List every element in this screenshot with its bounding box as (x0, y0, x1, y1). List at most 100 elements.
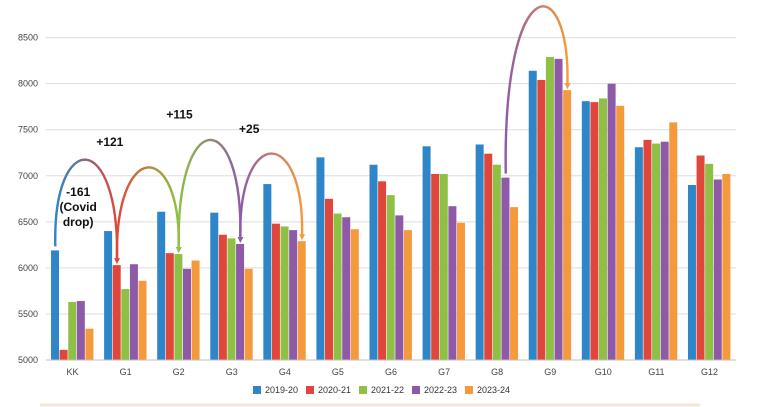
legend-label: 2019-20 (265, 385, 298, 395)
bar-2020-21-G6 (378, 181, 387, 360)
y-tick-label: 7500 (18, 125, 38, 135)
legend-label: 2020-21 (318, 385, 351, 395)
bar-2019-20-G2 (157, 211, 166, 360)
bar-2020-21-G2 (165, 253, 174, 360)
bar-2023-24-G10 (616, 105, 625, 360)
annotation-label: drop) (63, 215, 94, 229)
legend-label: 2021-22 (371, 385, 404, 395)
legend-swatch (359, 386, 367, 394)
bar-2021-22-KK (68, 301, 77, 360)
bar-2021-22-G4 (280, 226, 289, 360)
bar-2019-20-G4 (263, 184, 272, 360)
bar-2021-22-G7 (439, 173, 448, 360)
bar-2022-23-G11 (660, 141, 669, 360)
bar-2019-20-G7 (422, 146, 431, 360)
bar-2023-24-G9 (563, 90, 572, 360)
bar-2022-23-KK (76, 301, 85, 360)
annotation-arc (115, 166, 182, 262)
bar-2023-24-G1 (138, 280, 147, 360)
annotation-label: (Covid (60, 200, 97, 214)
bar-2023-24-G4 (297, 241, 306, 360)
y-tick-label: 6500 (18, 217, 38, 227)
y-axis: 5000 5500 6000 6500 7000 7500 8000 8500 (18, 33, 38, 365)
annotation-arc (177, 138, 244, 251)
bar-2019-20-G3 (210, 212, 219, 360)
bar-2020-21-G5 (325, 198, 334, 360)
legend-label: 2023-24 (477, 385, 510, 395)
bar-2021-22-G10 (599, 98, 608, 360)
legend-label: 2022-23 (424, 385, 457, 395)
bar-2022-23-G10 (607, 83, 616, 361)
x-tick-label: G5 (332, 367, 344, 377)
bar-2023-24-KK (85, 328, 94, 360)
bar-2020-21-G9 (537, 80, 546, 360)
legend-swatch (412, 386, 420, 394)
x-tick-label: G6 (385, 367, 397, 377)
y-tick-label: 7000 (18, 171, 38, 181)
bar-2019-20-G11 (634, 147, 643, 360)
x-tick-label: G3 (226, 367, 238, 377)
bar-2022-23-G1 (129, 264, 138, 360)
y-tick-label: 8500 (18, 33, 38, 43)
bar-2022-23-G3 (236, 243, 245, 360)
legend-swatch (465, 386, 473, 394)
bar-2019-20-G10 (581, 101, 590, 361)
x-tick-label: G9 (544, 367, 556, 377)
x-tick-label: G11 (648, 367, 664, 377)
bar-2022-23-G6 (395, 215, 404, 360)
bar-2021-22-G6 (386, 195, 395, 360)
bar-2023-24-G11 (669, 122, 678, 360)
bar-2020-21-G8 (484, 153, 493, 360)
bar-2020-21-G7 (431, 173, 440, 360)
bar-2021-22-G9 (545, 56, 554, 360)
x-tick-label: G7 (438, 367, 450, 377)
bar-2023-24-G7 (456, 222, 465, 360)
bar-2020-21-G1 (112, 265, 121, 360)
x-axis: KK G1 G2 G3 G4 G5 G6 G7 G8 G9 G10 G11 G12 (46, 359, 736, 377)
annotation-arc (239, 152, 306, 241)
y-tick-label: 6000 (18, 263, 38, 273)
legend-swatch (253, 386, 261, 394)
bar-2021-22-G3 (227, 238, 236, 360)
bar-2023-24-G8 (510, 207, 519, 360)
x-tick-label: G8 (491, 367, 503, 377)
y-tick-label: 5500 (18, 309, 38, 319)
bar-2021-22-G11 (652, 143, 661, 360)
x-tick-label: G10 (595, 367, 612, 377)
bar-2019-20-G8 (475, 144, 484, 360)
bar-2022-23-G2 (182, 268, 191, 360)
legend: 2019-20 2020-21 2021-22 2022-23 2023-24 (40, 385, 700, 407)
bar-2022-23-G7 (448, 206, 457, 360)
bar-2021-22-G1 (121, 289, 130, 360)
bar-2020-21-G10 (590, 102, 599, 361)
bar-2019-20-G12 (687, 185, 696, 360)
y-tick-label: 5000 (18, 355, 38, 365)
bar-2023-24-G6 (403, 230, 412, 360)
bar-2022-23-G9 (554, 58, 563, 360)
bar-2019-20-G9 (528, 70, 537, 360)
bar-2020-21-KK (59, 349, 68, 360)
legend-swatch (306, 386, 314, 394)
bar-2023-24-G2 (191, 260, 200, 360)
x-tick-label: G4 (279, 367, 291, 377)
bar-2020-21-G11 (643, 139, 652, 360)
bar-2021-22-G8 (492, 164, 501, 360)
bar-2022-23-G4 (289, 230, 298, 360)
bar-2022-23-G8 (501, 177, 510, 360)
annotation-arc (504, 5, 571, 174)
x-tick-label: G1 (120, 367, 132, 377)
bar-2023-24-G5 (350, 229, 359, 360)
bar-2020-21-G3 (218, 234, 227, 360)
bar-2023-24-G3 (244, 268, 253, 360)
bar-2021-22-G5 (333, 213, 342, 360)
bar-2023-24-G12 (722, 173, 731, 360)
bar-2019-20-G1 (104, 231, 113, 360)
annotation-label: +25 (239, 122, 260, 136)
bar-2020-21-G12 (696, 155, 705, 360)
bar-2021-22-G12 (705, 163, 714, 360)
annotation-label: +121 (96, 135, 123, 149)
bar-2022-23-G12 (713, 179, 722, 360)
bar-2020-21-G4 (271, 223, 280, 360)
